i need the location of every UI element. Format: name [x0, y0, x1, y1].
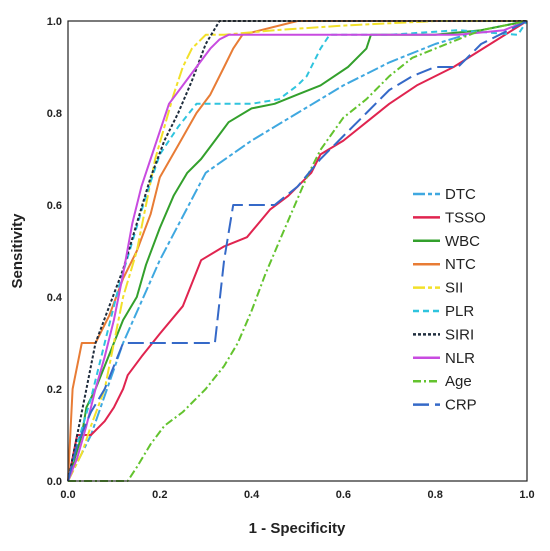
legend: DTC TSSO WBC NTC SII PLR SIRI NLR Age CRP: [413, 186, 486, 414]
legend-label: TSSO: [445, 209, 486, 226]
legend-entry-tsso: TSSO: [413, 209, 486, 226]
x-tick-label: 0.2: [152, 489, 167, 501]
legend-label: SII: [445, 280, 463, 297]
legend-label: NTC: [445, 256, 476, 273]
legend-entry-plr: PLR: [413, 303, 474, 320]
series-line-nlr: [67, 20, 528, 482]
series-line-siri: [67, 20, 527, 482]
x-tick-label: 0.4: [244, 489, 260, 501]
y-tick-label: 0.4: [47, 292, 63, 304]
legend-entry-nlr: NLR: [413, 350, 475, 367]
x-tick-label: 1.0: [519, 489, 534, 501]
y-tick-label: 0.0: [47, 476, 62, 488]
legend-entry-age: Age: [413, 373, 472, 390]
legend-entry-siri: SIRI: [413, 326, 474, 343]
legend-label: DTC: [445, 186, 476, 203]
x-axis-title: 1 - Specificity: [249, 520, 346, 537]
y-axis-title: Sensitivity: [9, 213, 26, 289]
y-tick-label: 0.8: [47, 108, 62, 120]
series-layer: [67, 20, 528, 482]
series-line-wbc: [67, 20, 528, 482]
x-tick-label: 0.0: [60, 489, 75, 501]
y-tick-label: 0.6: [47, 200, 62, 212]
legend-label: SIRI: [445, 326, 474, 343]
legend-entry-dtc: DTC: [413, 186, 476, 203]
x-tick-label: 0.6: [336, 489, 351, 501]
y-tick-label: 0.2: [47, 384, 62, 396]
legend-entry-ntc: NTC: [413, 256, 476, 273]
tick-layer: 0.0 0.2 0.4 0.6 0.8 1.0 0.0 0.2 0.4 0.6 0.8 1.0: [47, 16, 535, 501]
legend-label: PLR: [445, 303, 474, 320]
legend-label: Age: [445, 373, 472, 390]
series-line-plr: [67, 20, 528, 482]
y-tick-label: 1.0: [47, 16, 62, 28]
series-line-age: [68, 20, 528, 482]
series-line-tsso: [67, 20, 528, 482]
legend-label: CRP: [445, 397, 477, 414]
x-tick-label: 0.8: [428, 489, 443, 501]
legend-entry-wbc: WBC: [413, 233, 480, 250]
legend-entry-sii: SII: [413, 280, 463, 297]
plot-frame: [67, 20, 528, 482]
legend-entry-crp: CRP: [413, 397, 477, 414]
legend-label: NLR: [445, 350, 475, 367]
legend-label: WBC: [445, 233, 480, 250]
series-line-crp: [67, 20, 528, 482]
